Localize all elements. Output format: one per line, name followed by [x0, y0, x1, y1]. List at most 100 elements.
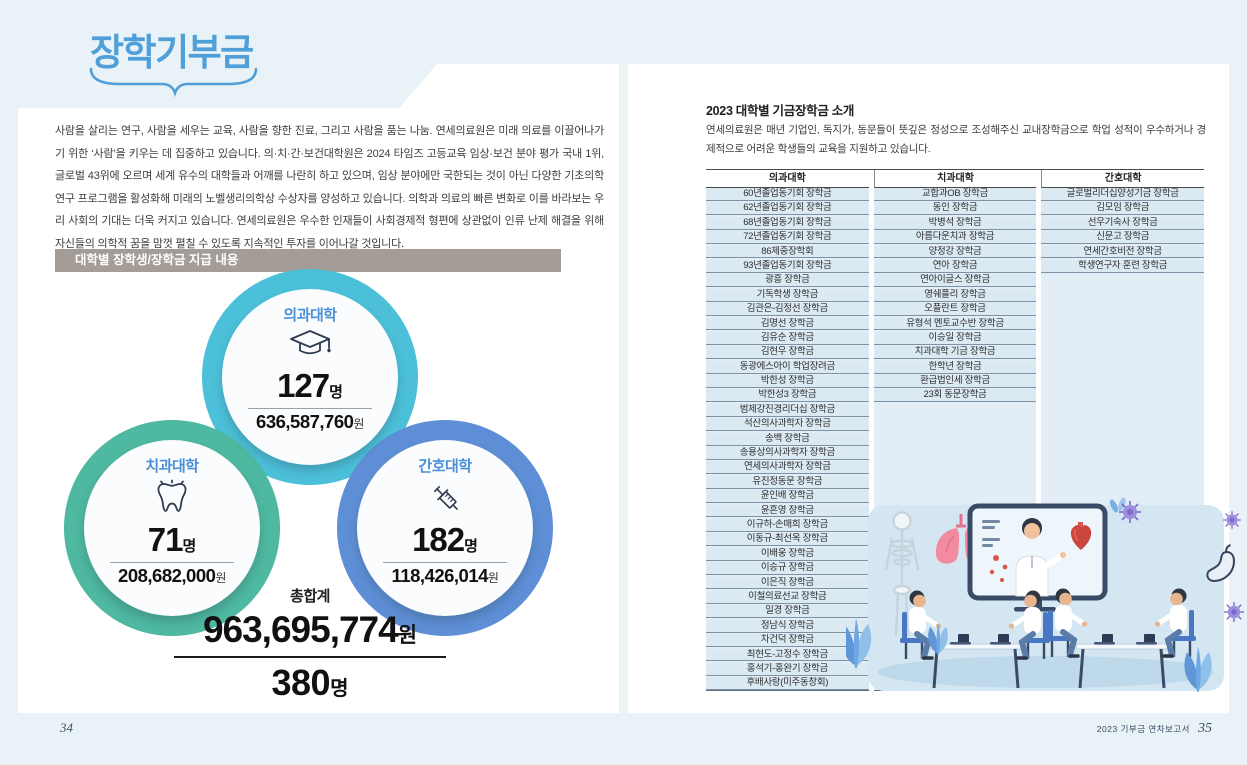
- scholarship-row: 연아 장학금: [873, 259, 1037, 273]
- scholarship-row: 아름다운치과 장학금: [873, 231, 1037, 245]
- student-count: 182명: [412, 521, 478, 558]
- table-column-medical: 의과대학 60년졸업동기회 장학금 62년졸업동기회 장학금 68년졸업동기회 장학…: [706, 170, 869, 691]
- scholarship-row: 연아이글스 장학금: [873, 274, 1037, 288]
- total-label: 총합계: [290, 588, 330, 605]
- page-title: 장학기부금: [90, 32, 254, 73]
- scholarship-row: 김관은-김정선 장학금: [706, 303, 869, 317]
- report-title: 2023 기부금 연차보고서: [1096, 724, 1190, 734]
- scholarship-row: 최현도-고정수 장학금: [706, 648, 869, 662]
- scholarship-row: 한학년 장학금: [873, 360, 1037, 374]
- fund-section-heading: 2023 대학별 기금장학금 소개: [706, 104, 855, 118]
- scholarship-row: 동광에스아이 학업장려금: [706, 360, 869, 374]
- scholarship-row: 68년졸업동기회 장학금: [706, 216, 869, 230]
- scholarship-row: 오플란트 장학금: [873, 303, 1037, 317]
- scholarship-amount: 636,587,760원: [256, 411, 364, 432]
- scholarship-row: 박한성 장학금: [706, 375, 869, 388]
- scholarship-row: 김현우 장학금: [706, 346, 869, 360]
- page-number-right: 35: [1198, 721, 1212, 736]
- scholarship-row: 이배웅 장학금: [706, 547, 869, 561]
- column-header-dental: 치과대학: [873, 170, 1037, 188]
- grand-total: 총합계 963,695,774원 380명: [128, 585, 492, 704]
- total-amount: 963,695,774원: [202, 609, 418, 650]
- scholarship-row: 62년졸업동기회 장학금: [706, 202, 869, 216]
- page-gutter: [619, 64, 628, 713]
- scholarship-row: 영쉐플리 장학금: [873, 288, 1037, 302]
- scholarship-row: 교합과OB 장학금: [873, 188, 1037, 201]
- scholarship-amount: 208,682,000원: [118, 565, 226, 586]
- scholarship-row: 범제강진경리더십 장학금: [706, 403, 869, 417]
- scholarship-row: 후배사랑(미주동창회): [706, 677, 869, 690]
- scholarship-row: 이규하-손매희 장학금: [706, 518, 869, 532]
- scholarship-row: 이철의료선교 장학금: [706, 590, 869, 604]
- scholarship-row: 60년졸업동기회 장학금: [706, 188, 869, 201]
- scholarship-row: 기독학생 장학금: [706, 288, 869, 302]
- scholarship-row: 72년졸업동기회 장학금: [706, 231, 869, 245]
- scholarship-row: 송용상의사과학자 장학금: [706, 447, 869, 460]
- scholarship-row: 유진정동문 장학금: [706, 475, 869, 489]
- scholarship-row: 윤인배 장학금: [706, 490, 869, 504]
- scholarship-row: 치과대학 기금 장학금: [873, 346, 1037, 360]
- college-name: 간호대학: [418, 458, 472, 475]
- virus-icon: [1223, 601, 1245, 623]
- scholarship-row: 86제중장학회: [706, 245, 869, 259]
- scholarship-row: 23회 동문장학금: [873, 389, 1037, 403]
- scholarship-row: 일경 장학금: [706, 605, 869, 619]
- heart-icon: [1070, 522, 1092, 550]
- virus-icon: [1118, 500, 1142, 524]
- scholarship-row: 연세간호비전 장학금: [1041, 245, 1205, 259]
- scholarship-row: 김모임 장학금: [1041, 202, 1205, 216]
- scholarship-row: 석산의사과학자 장학금: [706, 418, 869, 432]
- scholarship-row: 양정강 장학금: [873, 245, 1037, 259]
- intro-paragraph: 사람을 살리는 연구, 사람을 세우는 교육, 사람을 향한 진료, 그리고 사…: [55, 125, 604, 250]
- column-header-medical: 의과대학: [706, 170, 869, 188]
- total-count: 380명: [271, 662, 349, 703]
- page-number-left: 34: [60, 720, 73, 735]
- scholarship-row: 동인 장학금: [873, 202, 1037, 216]
- tooth-icon: [152, 479, 192, 520]
- student-count: 71명: [147, 521, 197, 558]
- footer-right: 2023 기부금 연차보고서 35: [1080, 721, 1212, 737]
- scholarship-row: 윤흔영 장학금: [706, 504, 869, 518]
- scholarship-row: 박한성3 장학금: [706, 389, 869, 403]
- scholarship-list-medical: 60년졸업동기회 장학금 62년졸업동기회 장학금 68년졸업동기회 장학금 72년졸…: [706, 188, 869, 691]
- nursing-college-circle: 간호대학 182명 118,426,014원: [357, 440, 533, 616]
- divider: [383, 562, 507, 563]
- scholarship-row: 유형석 멘토교수반 장학금: [873, 317, 1037, 331]
- scholarship-row: 연세의사과학자 장학금: [706, 461, 869, 475]
- scholarship-row: 학생연구자 훈련 장학금: [1041, 259, 1205, 273]
- column-header-nursing: 간호대학: [1041, 170, 1205, 188]
- scholarship-row: 김유순 장학금: [706, 331, 869, 345]
- college-name: 치과대학: [145, 458, 199, 475]
- graduation-cap-icon: [287, 328, 333, 366]
- scholarship-row: 이승일 장학금: [873, 331, 1037, 345]
- syringe-icon: [426, 479, 464, 520]
- college-name: 의과대학: [283, 307, 337, 324]
- scholarship-row: 신문고 장학금: [1041, 231, 1205, 245]
- scholarship-row: 93년졸업동기회 장학금: [706, 259, 869, 273]
- scholarship-row: 선우기숙사 장학금: [1041, 216, 1205, 230]
- scholarship-row: 이승규 장학금: [706, 562, 869, 576]
- medical-illustration: [840, 496, 1246, 706]
- divider: [110, 562, 234, 563]
- virus-icon: [1222, 510, 1242, 530]
- stomach-icon: [1206, 544, 1235, 582]
- total-divider: [174, 656, 446, 658]
- scholarship-row: 환급법인세 장학금: [873, 375, 1037, 388]
- title-underbrace-icon: [88, 66, 260, 103]
- scholarship-row: 광흥 장학금: [706, 274, 869, 288]
- scholarship-row: 정남식 장학금: [706, 619, 869, 633]
- student-count: 127명: [277, 367, 343, 404]
- scholarship-table: 의과대학 60년졸업동기회 장학금 62년졸업동기회 장학금 68년졸업동기회 장학…: [706, 169, 1205, 691]
- scholarship-row: 김명선 장학금: [706, 317, 869, 331]
- scholarship-row: 차건덕 장학금: [706, 634, 869, 647]
- divider: [248, 408, 372, 409]
- scholarship-row: 박병석 장학금: [873, 216, 1037, 230]
- skeleton-figure: [884, 511, 920, 637]
- dental-college-circle: 치과대학 71명 208,682,000원: [84, 440, 260, 616]
- fund-section-description: 연세의료원은 매년 기업인, 독지가, 동문들이 뜻깊은 정성으로 조성해주신 …: [706, 124, 1206, 155]
- section-header: 대학별 장학생/장학금 지급 내용: [55, 249, 561, 272]
- scholarship-row: 이동규-최선옥 장학금: [706, 533, 869, 547]
- scholarship-row: 이은직 장학금: [706, 576, 869, 590]
- scholarship-row: 홍석기-홍완기 장학금: [706, 662, 869, 676]
- scholarship-row: 송백 장학금: [706, 432, 869, 446]
